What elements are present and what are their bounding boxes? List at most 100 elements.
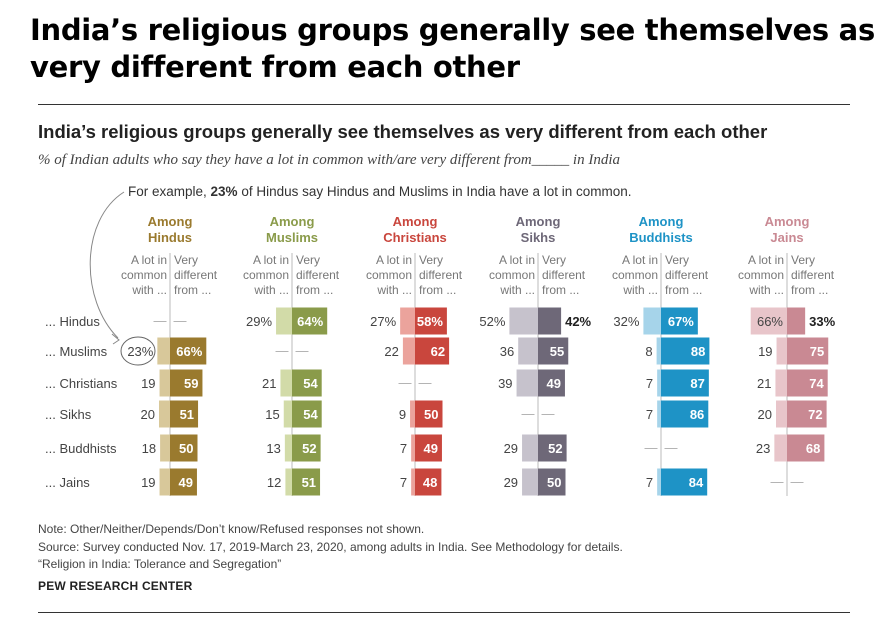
common-bar bbox=[410, 400, 415, 428]
common-bar bbox=[776, 337, 787, 365]
different-bar bbox=[538, 337, 569, 365]
no-data-dash: — bbox=[522, 406, 535, 421]
common-value-label: 7 bbox=[646, 376, 653, 391]
common-value-label: 23 bbox=[756, 441, 770, 456]
common-bar bbox=[160, 434, 170, 462]
different-value-label: 86 bbox=[690, 407, 704, 422]
different-value-label: 50 bbox=[547, 475, 561, 490]
column-subheader: from ... bbox=[542, 283, 579, 297]
common-bar bbox=[509, 307, 538, 335]
common-value-label: 52% bbox=[479, 314, 505, 329]
different-value-label: 48 bbox=[423, 475, 437, 490]
different-bar bbox=[292, 468, 321, 496]
group-header: Sikhs bbox=[521, 230, 556, 245]
column-subheader: with ... bbox=[499, 283, 535, 297]
different-bar bbox=[415, 307, 447, 335]
common-value-label: 66% bbox=[757, 314, 783, 329]
no-data-dash: — bbox=[399, 375, 412, 390]
column-subheader: different bbox=[174, 268, 218, 282]
different-value-label: 50 bbox=[179, 441, 193, 456]
different-bar bbox=[661, 369, 709, 397]
different-value-label: 67% bbox=[668, 314, 694, 329]
column-subheader: with ... bbox=[376, 283, 412, 297]
column-subheader: A lot in bbox=[622, 253, 658, 267]
column-subheader: common bbox=[489, 268, 535, 282]
common-bar bbox=[276, 307, 292, 335]
row-label: ... Muslims bbox=[45, 344, 108, 359]
different-value-label: 49 bbox=[178, 475, 192, 490]
group-header: Among bbox=[639, 214, 684, 229]
different-value-label: 72 bbox=[808, 407, 822, 422]
common-bar bbox=[159, 369, 170, 397]
common-value-label: 7 bbox=[400, 441, 407, 456]
different-bar bbox=[661, 468, 708, 496]
common-bar bbox=[516, 369, 538, 397]
different-value-label: 54 bbox=[303, 407, 318, 422]
column-subheader: A lot in bbox=[376, 253, 412, 267]
different-value-label: 59 bbox=[184, 376, 198, 391]
bottom-rule bbox=[38, 612, 850, 613]
common-bar bbox=[284, 434, 292, 462]
common-bar bbox=[775, 369, 787, 397]
column-subheader: common bbox=[738, 268, 784, 282]
different-value-label: 66% bbox=[176, 344, 202, 359]
column-subheader: from ... bbox=[296, 283, 333, 297]
no-data-dash: — bbox=[154, 313, 167, 328]
different-value-label: 52 bbox=[302, 441, 316, 456]
common-value-label: 29% bbox=[246, 314, 272, 329]
common-bar bbox=[400, 307, 415, 335]
different-value-label: 74 bbox=[809, 376, 824, 391]
common-bar bbox=[411, 468, 415, 496]
different-value-label: 87 bbox=[690, 376, 704, 391]
common-value-label: 36 bbox=[500, 344, 514, 359]
different-value-label: 33% bbox=[809, 314, 835, 329]
column-subheader: different bbox=[665, 268, 709, 282]
common-value-label: 21 bbox=[262, 376, 276, 391]
column-subheader: Very bbox=[419, 253, 443, 267]
no-data-dash: — bbox=[174, 313, 187, 328]
source-text: Source: Survey conducted Nov. 17, 2019-M… bbox=[38, 540, 623, 554]
different-value-label: 42% bbox=[565, 314, 591, 329]
common-value-label: 15 bbox=[265, 407, 279, 422]
no-data-dash: — bbox=[645, 440, 658, 455]
different-bar bbox=[787, 369, 828, 397]
different-bar bbox=[538, 369, 565, 397]
column-subheader: with ... bbox=[253, 283, 289, 297]
group-header: Hindus bbox=[148, 230, 192, 245]
chart-subtitle: % of Indian adults who say they have a l… bbox=[38, 152, 621, 168]
different-bar bbox=[415, 434, 442, 462]
report-title-text: “Religion in India: Tolerance and Segreg… bbox=[38, 557, 282, 571]
different-bar bbox=[661, 400, 709, 428]
common-bar bbox=[656, 337, 661, 365]
column-subheader: common bbox=[366, 268, 412, 282]
common-bar bbox=[657, 468, 661, 496]
group-header: Christians bbox=[383, 230, 447, 245]
row-label: ... Buddhists bbox=[45, 441, 117, 456]
different-value-label: 51 bbox=[302, 475, 316, 490]
different-value-label: 88 bbox=[691, 344, 705, 359]
column-subheader: Very bbox=[791, 253, 815, 267]
column-subheader: common bbox=[243, 268, 289, 282]
column-subheader: common bbox=[121, 268, 167, 282]
brand-name: PEW RESEARCH CENTER bbox=[38, 579, 193, 593]
column-subheader: different bbox=[542, 268, 586, 282]
top-rule bbox=[38, 104, 850, 105]
example-annotation: For example, 23% of Hindus say Hindus an… bbox=[128, 184, 632, 199]
annotation-arrow bbox=[89, 191, 125, 339]
highlight-circle bbox=[120, 336, 156, 366]
different-value-label: 50 bbox=[424, 407, 438, 422]
common-bar bbox=[159, 400, 170, 428]
group-header: Jains bbox=[770, 230, 803, 245]
common-bar bbox=[643, 307, 661, 335]
common-bar bbox=[283, 400, 292, 428]
group-header: Among bbox=[148, 214, 193, 229]
common-value-label: 19 bbox=[141, 475, 155, 490]
chart-title: India’s religious groups generally see t… bbox=[38, 121, 768, 142]
different-bar bbox=[538, 468, 566, 496]
different-value-label: 55 bbox=[550, 344, 564, 359]
row-label: ... Jains bbox=[45, 475, 90, 490]
common-value-label: 13 bbox=[266, 441, 280, 456]
different-bar bbox=[661, 307, 698, 335]
different-bar bbox=[292, 307, 328, 335]
common-value-label: 7 bbox=[646, 475, 653, 490]
